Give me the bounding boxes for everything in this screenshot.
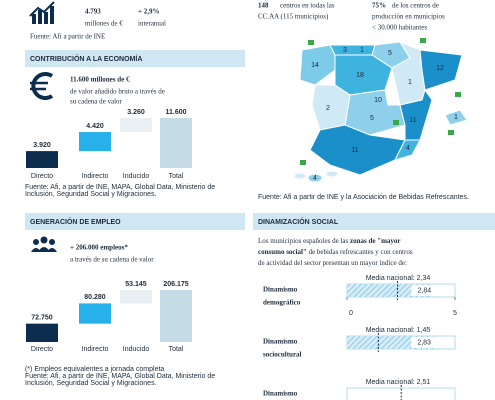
kpi-text: < 30.000 habitantes [372,24,427,32]
source: Fuente: Afi, a partir de INE, MAPA, Glob… [25,184,215,191]
map-label: 18 [356,72,364,79]
intro-text: de actividad del sector presentan un may… [258,259,407,267]
map-label: 1 [454,114,458,121]
factory-icons [300,38,461,165]
index-name: sociocultural [263,351,302,359]
index-name: Dinamismo [263,338,298,346]
kpi-value: 4.793 [85,8,101,16]
source: Inclusión, Seguridad Social y Migracione… [25,380,157,387]
x-tick-label: 5 [453,310,457,317]
kpi-text: centros en todas las [280,2,335,10]
mean-label: Media nacional: 2,34 [366,275,431,282]
value-label: 2,83 [417,339,431,346]
headline-text: a través de su cadena de valor [70,256,154,264]
kpi-unit: millones de € [85,20,123,28]
headline: 11.600 millones de € [70,76,130,84]
value-label: 3.920 [33,142,51,149]
category-label: Directo [31,173,53,180]
intro-segment: Los municipios españoles de las [258,237,350,245]
intro-text: consumo social" de bebidas refrescantes … [258,248,413,256]
intro-segment: zonas de "mayor [350,237,401,245]
source: Inclusión, Seguridad Social y Migracione… [25,191,157,198]
value-label: 53.145 [125,281,147,288]
section-title: DINAMIZACIÓN SOCIAL [258,217,339,226]
category-label: Total [169,173,184,180]
bar [120,290,152,304]
value-box [411,285,438,296]
growth-icon [29,1,55,24]
source: Fuente: Afi a partir de INE [30,33,105,41]
source: Fuente: Afi a partir de INE y la Asociac… [258,194,469,201]
map-label: 11 [409,117,416,124]
section-title: CONTRIBUCIÓN A LA ECONOMÍA [30,54,142,63]
intro-text: Los municipios españoles de las zonas de… [258,237,401,245]
section-band [25,213,245,230]
intro-segment: de actividad del sector presentan un may… [258,259,407,267]
people-icon [31,236,57,252]
map-label: 4 [313,175,317,182]
map-label: 2 [326,105,330,112]
value-box [411,337,438,348]
mean-label: Media nacional: 1,45 [366,327,431,334]
map-label: 14 [311,62,319,69]
bar [120,118,152,133]
kpi-text: producción en municipios [372,13,445,21]
map-label: 5 [388,50,392,57]
section-title: GENERACIÓN DE EMPLEO [30,217,121,226]
headline-text: su cadena de valor [70,98,123,106]
kpi-count: 148 [258,2,269,10]
x-tick-label: 0 [349,310,353,317]
value-label: 72.750 [31,314,53,321]
category-label: Total [169,346,184,353]
map-label: 12 [436,65,444,72]
bar [26,151,58,168]
intro-segment: de bebidas refrescantes y con centros [307,248,413,256]
bar [160,290,192,342]
intro-segment: consumo social" [258,248,307,256]
value-label: 2,84 [418,287,432,294]
value-label: 4.420 [86,123,104,130]
kpi-growth-unit: interanual [138,20,166,28]
map-label: 1 [408,79,412,86]
bar [160,118,192,168]
value-label: 3.260 [127,109,145,116]
value-label: 80.280 [84,294,106,301]
bar [26,323,58,342]
map-label: 10 [374,97,382,104]
mean-label: Media nacional: 2,51 [366,379,431,386]
map-label: 11 [351,147,358,154]
kpi-share: 75% [372,2,386,10]
map-label: 4 [406,145,410,152]
section-band [25,50,245,67]
category-label: Indirecto [82,346,109,353]
category-label: Inducido [123,346,150,353]
map-label: 1 [360,47,364,54]
value-label: 11.600 [165,109,186,116]
index-name: demográfico [263,299,301,307]
section-band [253,213,495,230]
bar [79,132,111,152]
headline-text: de valor añadido bruto a través de [70,88,165,96]
euro-icon [30,72,54,100]
bar [79,303,111,324]
map-label: 3 [343,47,347,54]
value-label: 206.175 [163,281,188,288]
map-label: 5 [370,115,374,122]
source: Fuente: Afi, a partir de INE, MAPA, Glob… [25,373,215,380]
source: (*) Empleos equivalentes a jornada compl… [25,366,164,373]
spain-map [293,40,468,183]
index-name: Dinamismo [263,390,298,398]
index-track [346,387,456,400]
kpi-text: CC.AA (115 municipios) [258,13,329,21]
kpi-growth: + 2,9% [138,8,160,16]
category-label: Inducido [123,173,150,180]
category-label: Indirecto [82,173,109,180]
index-name: Dinamismo [263,286,298,294]
category-label: Directo [31,346,53,353]
headline: + 206.000 empleos* [70,244,128,252]
kpi-text: de los centros de [392,2,439,10]
